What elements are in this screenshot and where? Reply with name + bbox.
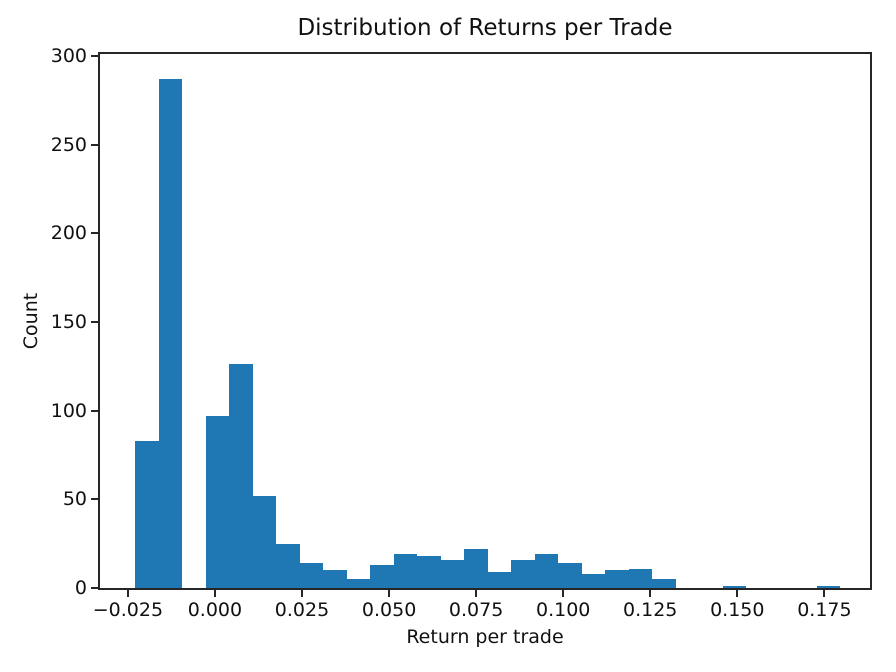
histogram-bar-3 [205, 415, 230, 588]
histogram-bar-6 [276, 543, 300, 588]
histogram-bar-18 [558, 563, 582, 588]
x-tick-label: 0.000 [187, 599, 243, 621]
x-tick-label: 0.050 [361, 599, 417, 621]
x-tick [388, 590, 391, 597]
y-tick-label: 150 [50, 310, 87, 333]
histogram-bar-5 [252, 495, 277, 588]
x-tick-label: 0.125 [622, 599, 678, 621]
histogram-bar-0 [135, 440, 159, 588]
histogram-bar-9 [346, 579, 371, 588]
y-tick [91, 143, 98, 146]
histogram-bar-22 [652, 579, 676, 588]
x-tick [649, 590, 652, 597]
histogram-bar-19 [581, 573, 606, 588]
y-tick-label: 100 [50, 399, 87, 422]
histogram-bar-12 [417, 556, 441, 588]
y-tick [91, 587, 98, 589]
x-tick [475, 590, 478, 597]
x-tick-label: −0.025 [92, 599, 164, 621]
y-tick-label: 0 [74, 577, 87, 599]
y-tick-label: 200 [50, 222, 87, 245]
y-axis-label: Count [20, 292, 42, 350]
x-tick [736, 590, 739, 597]
x-tick-label: 0.100 [535, 599, 591, 621]
x-tick [213, 590, 216, 597]
chart-title: Distribution of Returns per Trade [297, 15, 673, 41]
histogram-bar-17 [534, 554, 559, 588]
y-tick-label: 300 [50, 44, 87, 67]
plot-area [98, 52, 872, 590]
x-tick [562, 590, 565, 597]
histogram-bar-21 [628, 568, 653, 588]
histogram-bar-29 [816, 586, 841, 588]
y-tick [91, 320, 98, 323]
histogram-bar-8 [323, 570, 347, 588]
histogram-bar-4 [229, 364, 253, 588]
y-tick [91, 232, 98, 235]
x-tick-label: 0.075 [448, 599, 504, 621]
x-tick [823, 590, 826, 597]
histogram-bar-20 [605, 570, 629, 588]
x-axis-label: Return per trade [406, 626, 564, 648]
y-tick-label: 50 [62, 488, 87, 511]
y-tick [91, 409, 98, 412]
histogram-bar-10 [370, 564, 394, 588]
y-tick [91, 498, 98, 501]
histogram-bar-16 [511, 559, 535, 588]
histogram-bar-1 [158, 78, 183, 588]
histogram-bar-7 [299, 563, 324, 588]
histogram-bar-25 [722, 586, 747, 588]
x-tick [301, 590, 303, 597]
x-tick [126, 590, 129, 597]
y-tick [91, 54, 98, 57]
histogram-bar-13 [440, 559, 465, 588]
histogram-bar-14 [464, 548, 488, 588]
histogram-bar-11 [393, 554, 418, 588]
x-tick-label: 0.025 [274, 599, 330, 621]
y-tick-label: 250 [50, 133, 87, 156]
x-tick-label: 0.150 [710, 599, 765, 621]
histogram-bar-15 [487, 572, 512, 588]
x-tick-label: 0.175 [797, 599, 852, 621]
